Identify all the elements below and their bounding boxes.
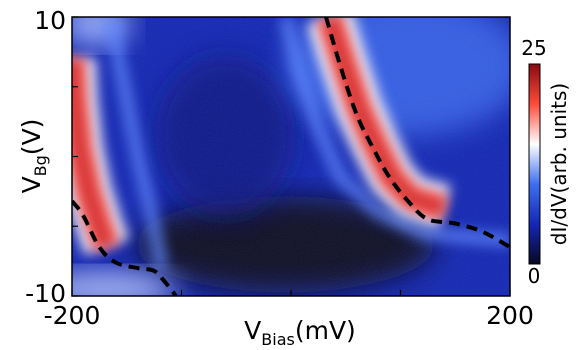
x-axis-title-sub: Bias xyxy=(261,330,295,349)
y-axis-title: VBg(V) xyxy=(17,119,50,194)
x-tick-label-right: 200 xyxy=(486,301,534,330)
heatmap-plot-area xyxy=(72,17,510,296)
y-axis-title-unit: (V) xyxy=(17,119,46,156)
colorbar xyxy=(528,63,541,265)
y-axis-title-sub: Bg xyxy=(31,155,50,176)
dashed-curve-2 xyxy=(324,17,510,249)
x-axis-title-unit: (mV) xyxy=(295,316,356,345)
x-tick-label-left: -200 xyxy=(44,301,101,330)
colorbar-tick-min: 0 xyxy=(528,264,541,288)
colorbar-tick-max: 25 xyxy=(521,36,546,60)
dashed-curve-1 xyxy=(72,199,178,296)
colorbar-label: dI/dV(arb. units) xyxy=(547,83,571,245)
y-tick-label-top: 10 xyxy=(34,6,66,35)
y-tick-label-bottom: -10 xyxy=(25,279,66,308)
x-axis-title-main: V xyxy=(244,316,261,345)
y-axis-title-main: V xyxy=(17,176,46,193)
tick-marks xyxy=(71,16,511,297)
dashed-curves xyxy=(72,17,510,296)
x-axis-title: VBias(mV) xyxy=(244,316,356,349)
heatmap-noise xyxy=(72,17,510,296)
